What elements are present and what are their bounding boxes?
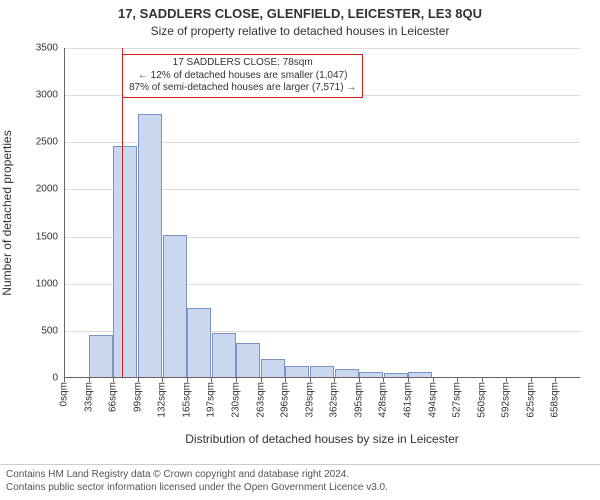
footer-line-1: Contains HM Land Registry data © Crown c… <box>6 469 594 482</box>
histogram-bar <box>212 333 236 378</box>
x-tick-label: 296sqm <box>280 382 291 418</box>
page-title: 17, SADDLERS CLOSE, GLENFIELD, LEICESTER… <box>0 0 600 22</box>
x-tick-label: 230sqm <box>231 382 242 418</box>
x-axis-label: Distribution of detached houses by size … <box>185 432 459 446</box>
histogram-chart: 17 SADDLERS CLOSE: 78sqm← 12% of detache… <box>64 48 580 378</box>
y-tick-label: 2500 <box>36 137 64 148</box>
plot-area: 17 SADDLERS CLOSE: 78sqm← 12% of detache… <box>64 48 580 378</box>
annotation-line-1: 17 SADDLERS CLOSE: 78sqm <box>129 57 356 70</box>
x-tick-label: 494sqm <box>427 382 438 418</box>
x-tick-label: 395sqm <box>353 382 364 418</box>
x-tick-label: 132sqm <box>157 382 168 418</box>
x-tick-label: 527sqm <box>452 382 463 418</box>
footer-line-2: Contains public sector information licen… <box>6 482 594 495</box>
x-tick-label: 362sqm <box>329 382 340 418</box>
x-tick-label: 560sqm <box>476 382 487 418</box>
histogram-bar <box>138 114 162 378</box>
gridline <box>64 48 580 49</box>
x-tick-label: 658sqm <box>550 382 561 418</box>
histogram-bar <box>187 308 211 378</box>
y-tick-label: 3500 <box>36 43 64 54</box>
property-marker-line <box>122 48 123 378</box>
y-tick-label: 1000 <box>36 278 64 289</box>
y-axis-line <box>64 48 65 378</box>
y-tick-label: 500 <box>41 325 64 336</box>
annotation-line-2: ← 12% of detached houses are smaller (1,… <box>129 70 356 83</box>
histogram-bar <box>236 343 260 378</box>
x-tick-label: 625sqm <box>525 382 536 418</box>
x-tick-label: 99sqm <box>132 382 143 412</box>
x-axis-line <box>64 377 580 378</box>
x-tick-label: 428sqm <box>378 382 389 418</box>
x-tick-label: 461sqm <box>403 382 414 418</box>
x-tick-label: 0sqm <box>59 382 70 406</box>
annotation-line-3: 87% of semi-detached houses are larger (… <box>129 82 356 95</box>
x-tick-label: 66sqm <box>108 382 119 412</box>
x-tick-label: 592sqm <box>501 382 512 418</box>
y-axis-label: Number of detached properties <box>0 130 14 295</box>
histogram-bar <box>89 335 113 378</box>
page-subtitle: Size of property relative to detached ho… <box>0 22 600 38</box>
annotation-box: 17 SADDLERS CLOSE: 78sqm← 12% of detache… <box>122 54 363 98</box>
x-tick-label: 263sqm <box>255 382 266 418</box>
histogram-bar <box>261 359 285 378</box>
y-tick-label: 2000 <box>36 184 64 195</box>
x-tick-label: 329sqm <box>304 382 315 418</box>
x-tick-label: 165sqm <box>181 382 192 418</box>
x-tick-label: 197sqm <box>206 382 217 418</box>
histogram-bar <box>113 146 137 378</box>
y-tick-label: 1500 <box>36 231 64 242</box>
histogram-bar <box>163 235 187 378</box>
x-tick-label: 33sqm <box>83 382 94 412</box>
y-tick-label: 3000 <box>36 90 64 101</box>
footer: Contains HM Land Registry data © Crown c… <box>0 464 600 500</box>
